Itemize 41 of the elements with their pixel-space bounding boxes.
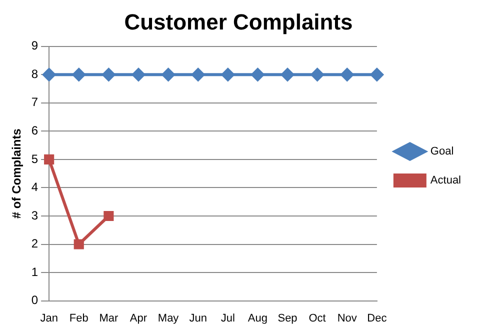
x-tick-label: Mar bbox=[99, 312, 118, 324]
x-tick-label: Apr bbox=[130, 312, 148, 324]
x-tick-label: Oct bbox=[308, 312, 326, 324]
point bbox=[370, 68, 384, 82]
point bbox=[192, 68, 205, 82]
x-tick-label: Jan bbox=[40, 312, 58, 324]
chart-title: Customer Complaints bbox=[124, 9, 353, 34]
point bbox=[44, 154, 54, 164]
point bbox=[221, 68, 234, 82]
y-tick-label: 5 bbox=[31, 152, 38, 166]
x-tick-label: Jul bbox=[220, 312, 235, 324]
y-tick-label: 4 bbox=[31, 180, 38, 194]
x-tick-label: Jun bbox=[189, 312, 207, 324]
x-tick-label: Aug bbox=[248, 312, 268, 324]
y-tick-label: 9 bbox=[31, 38, 38, 53]
point bbox=[72, 68, 86, 82]
y-tick-label: 6 bbox=[31, 124, 38, 138]
y-tick-label: 1 bbox=[31, 264, 38, 279]
legend-label: Actual bbox=[430, 174, 462, 187]
point bbox=[251, 68, 264, 82]
point bbox=[132, 68, 145, 82]
point bbox=[310, 68, 324, 82]
x-tick-label: Nov bbox=[337, 312, 358, 324]
y-axis-title: # of Complaints bbox=[10, 128, 24, 219]
point bbox=[340, 68, 354, 82]
point bbox=[281, 68, 294, 82]
x-tick-label: May bbox=[158, 312, 180, 324]
x-tick-label: Sep bbox=[278, 312, 298, 324]
x-tick-label: Feb bbox=[69, 312, 88, 324]
y-tick-label: 3 bbox=[31, 208, 38, 222]
y-tick-label: 8 bbox=[31, 66, 38, 81]
point bbox=[104, 210, 114, 222]
legend-label: Goal bbox=[430, 146, 454, 158]
y-tick-label: 7 bbox=[31, 95, 38, 110]
point bbox=[102, 68, 116, 82]
x-tick-label: Dec bbox=[367, 312, 388, 324]
y-tick-label: 0 bbox=[31, 293, 38, 308]
point bbox=[74, 239, 84, 250]
y-tick-label: 2 bbox=[31, 236, 38, 251]
point bbox=[162, 68, 175, 82]
point bbox=[42, 68, 56, 82]
